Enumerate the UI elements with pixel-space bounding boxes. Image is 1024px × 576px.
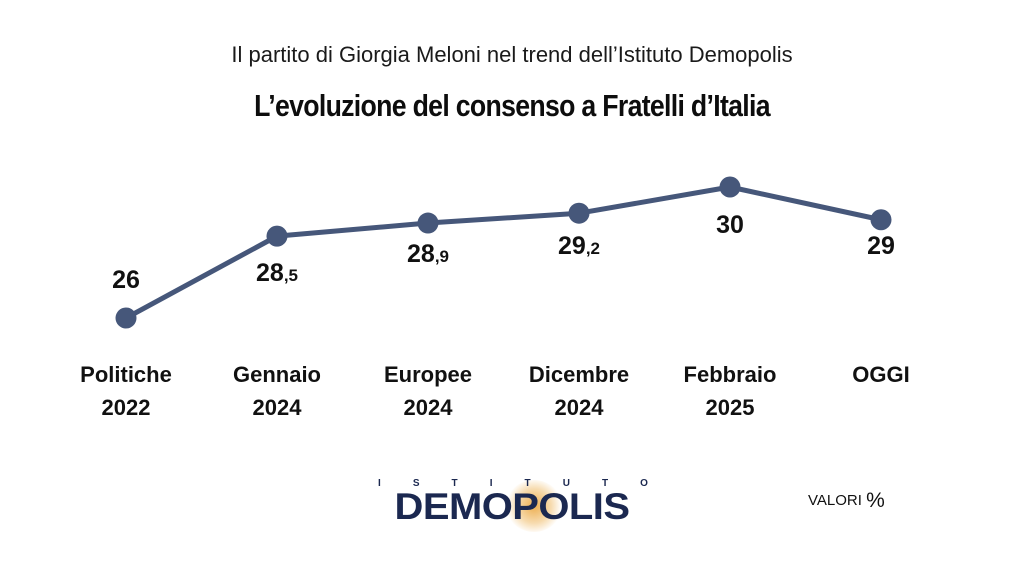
logo-letter: T — [601, 478, 609, 489]
category-label-line: 2024 — [555, 395, 605, 420]
data-point — [568, 202, 590, 224]
category-label-line: 2025 — [706, 395, 755, 420]
data-point — [417, 212, 439, 234]
logo-glow — [506, 480, 562, 532]
category-label: Politiche 2022 — [80, 362, 172, 420]
category-label-line: Europee — [384, 362, 472, 387]
logo-letter: S — [412, 478, 420, 489]
data-label: 28,9 — [407, 240, 449, 268]
data-label-decimal: ,5 — [284, 266, 298, 285]
units-label: VALORI — [808, 492, 862, 509]
data-label-integer: 28 — [407, 240, 435, 268]
data-label: 30 — [716, 211, 744, 239]
data-label: 29 — [867, 232, 895, 260]
logo-letter: I — [378, 478, 381, 489]
category-label-line: 2024 — [253, 395, 303, 420]
category-label-line: 2024 — [404, 395, 454, 420]
units-symbol: % — [866, 489, 885, 512]
category-label-line: 2022 — [102, 395, 151, 420]
demopolis-logo: I S T I T U T O DEMOPOLIS — [372, 474, 652, 534]
data-label-decimal: ,2 — [586, 239, 600, 258]
data-point — [870, 209, 892, 231]
logo-letter: U — [562, 478, 570, 489]
data-label-integer: 26 — [112, 266, 140, 294]
category-label-line: OGGI — [852, 362, 909, 387]
category-label: Febbraio 2025 — [684, 362, 777, 420]
data-label: 29,2 — [558, 232, 600, 260]
data-point — [266, 225, 288, 247]
series-line-layer — [123, 184, 884, 321]
data-label-integer: 29 — [558, 232, 586, 260]
category-label-line: Dicembre — [529, 362, 629, 387]
chart-title: L’evoluzione del consenso a Fratelli d’I… — [254, 88, 770, 123]
logo-letter: I — [489, 478, 493, 489]
data-label: 26 — [112, 266, 140, 294]
logo-letter: O — [640, 478, 648, 489]
category-label: Europee 2024 — [384, 362, 472, 420]
data-label-integer: 30 — [716, 211, 744, 239]
data-label-integer: 28 — [256, 259, 284, 287]
series-line — [123, 184, 884, 321]
category-label: OGGI — [852, 362, 909, 387]
category-label-line: Politiche — [80, 362, 172, 387]
data-label-integer: 29 — [867, 232, 895, 260]
data-label: 28,5 — [256, 259, 298, 287]
logo-letter: T — [524, 478, 531, 489]
data-points-layer — [115, 176, 892, 329]
units-note: VALORI % — [808, 489, 885, 513]
data-point — [719, 176, 741, 198]
data-point — [115, 307, 137, 329]
logo-letter: T — [451, 478, 458, 489]
logo-demopolis-text: DEMOPOLIS — [394, 486, 630, 527]
category-label-line: Febbraio — [684, 362, 777, 387]
category-label: Dicembre 2024 — [529, 362, 629, 420]
category-label: Gennaio 2024 — [233, 362, 321, 420]
category-label-line: Gennaio — [233, 362, 321, 387]
chart-subtitle: Il partito di Giorgia Meloni nel trend d… — [231, 42, 793, 67]
data-label-decimal: ,9 — [435, 247, 449, 266]
